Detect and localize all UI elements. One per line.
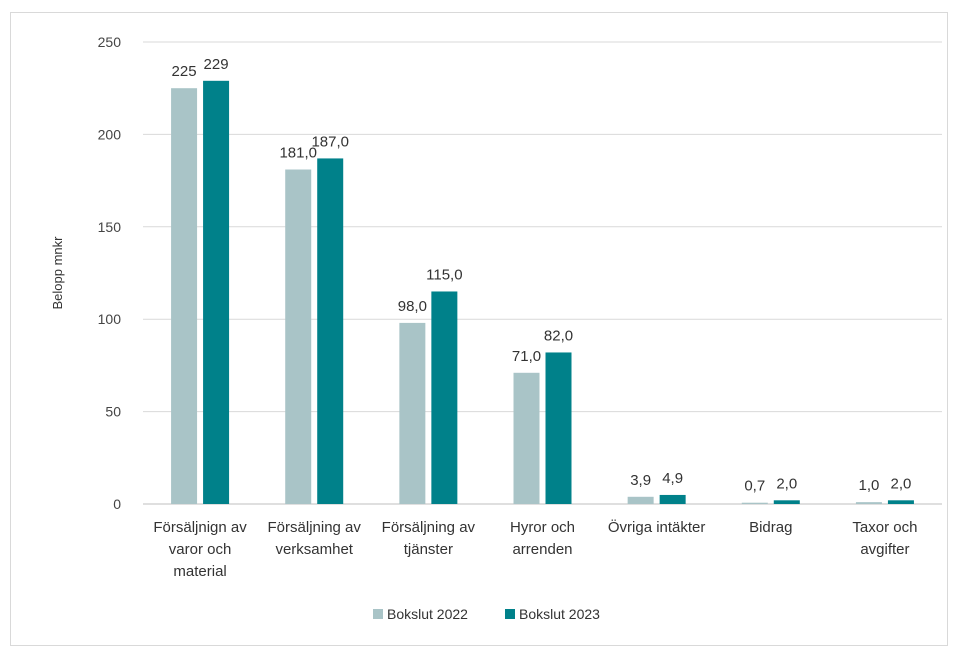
data-label: 82,0 [544,327,573,344]
y-tick-label: 100 [98,311,122,327]
x-tick-label: Försäljning av verksamhet [268,519,362,558]
data-label: 225 [172,63,197,80]
data-label: 181,0 [279,145,317,162]
bar-2022 [741,502,768,504]
bar-2022 [285,169,312,504]
x-tick-label: Övriga intäkter [608,518,706,536]
data-label: 187,0 [311,133,349,150]
bar-2023 [431,291,458,504]
data-label: 0,7 [744,478,765,495]
legend-label: Bokslut 2022 [387,606,468,622]
bar-2023 [887,500,914,504]
bar-2023 [203,80,230,505]
bar-2023 [317,158,344,504]
x-tick-label: Försäljning av tjänster [382,519,476,558]
data-label: 71,0 [512,348,541,365]
data-label: 1,0 [858,477,879,494]
bar-2022 [171,88,198,504]
legend-swatch [373,609,383,619]
bar-2023 [773,500,800,504]
bar-2022 [627,496,654,504]
chart-frame [10,12,948,646]
y-tick-label: 50 [105,404,121,420]
bar-2023 [659,494,686,504]
data-label: 2,0 [776,475,797,492]
data-label: 115,0 [426,266,462,283]
x-tick-label: Försäljnign av varor och material [153,519,247,580]
y-tick-label: 250 [98,34,122,50]
data-label: 4,9 [662,470,683,487]
y-tick-label: 0 [113,496,121,512]
legend-label: Bokslut 2023 [519,606,600,622]
x-tick-label: Taxor och avgifter [852,519,917,558]
legend-swatch [505,609,515,619]
y-tick-label: 200 [98,126,122,142]
data-label: 98,0 [398,298,427,315]
x-tick-label: Bidrag [749,519,792,536]
bar-2023 [545,352,572,504]
data-label: 2,0 [890,475,911,492]
data-label: 3,9 [630,472,651,489]
bar-2022 [855,502,882,504]
bar-2022 [513,372,540,504]
y-tick-label: 150 [98,219,122,235]
bar-2022 [399,322,426,504]
x-tick-label: Hyror och arrenden [510,519,575,558]
y-axis-label: Belopp mnkr [50,236,65,310]
data-label: 229 [204,56,229,73]
